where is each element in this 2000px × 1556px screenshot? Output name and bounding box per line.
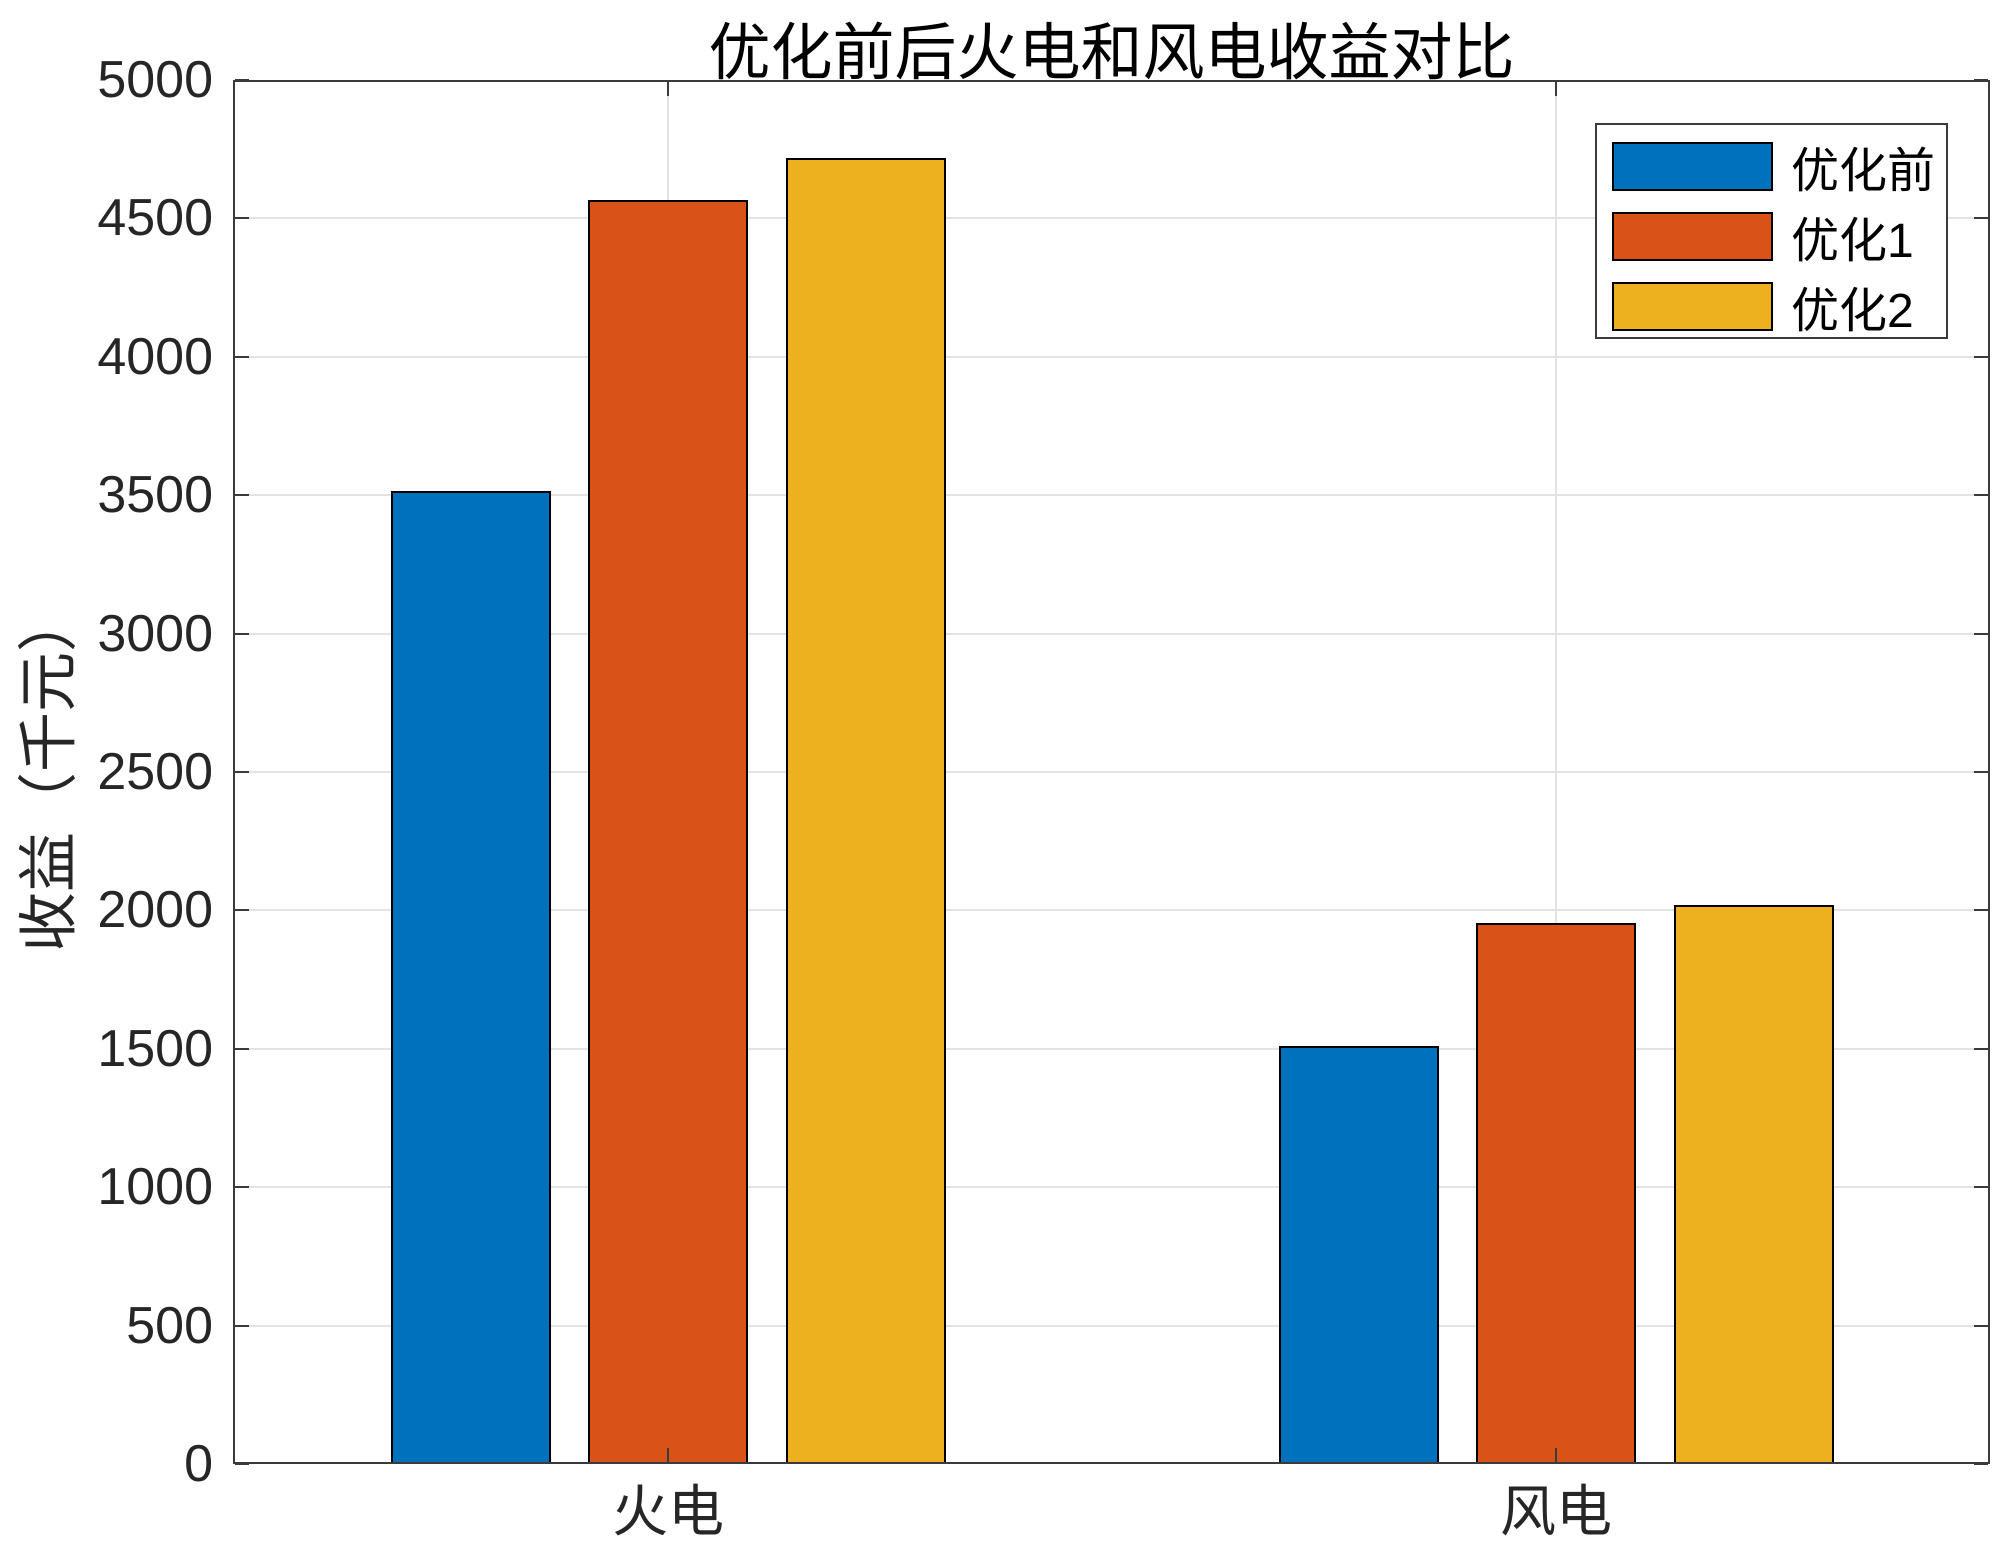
legend-item: 优化1 bbox=[1597, 201, 1946, 271]
bar-风电-优化前 bbox=[1278, 1046, 1439, 1464]
bar-风电-优化1 bbox=[1476, 922, 1636, 1464]
gridline-h bbox=[233, 1047, 1990, 1050]
y-tick-label: 2000 bbox=[97, 881, 213, 940]
y-tick-mark bbox=[235, 909, 249, 912]
legend-label: 优化前 bbox=[1791, 145, 1936, 198]
gridline-h bbox=[233, 217, 1990, 220]
y-tick-mark bbox=[1974, 1324, 1988, 1327]
y-tick-mark bbox=[1974, 494, 1988, 497]
y-tick-mark bbox=[1974, 771, 1988, 773]
y-tick-label: 3500 bbox=[97, 466, 213, 525]
bar-火电-优化1 bbox=[588, 200, 748, 1464]
y-tick-label: 4000 bbox=[97, 327, 213, 386]
y-tick-mark bbox=[235, 1047, 249, 1050]
y-tick-mark bbox=[1974, 355, 1988, 358]
y-tick-mark bbox=[1974, 79, 1988, 81]
y-tick-label: 1000 bbox=[97, 1158, 213, 1217]
y-tick-mark bbox=[1974, 1047, 1988, 1050]
legend-item: 优化前 bbox=[1597, 131, 1946, 201]
y-tick-mark bbox=[1974, 909, 1988, 912]
chart-title: 优化前后火电和风电收益对比 bbox=[708, 19, 1515, 88]
gridline-h bbox=[233, 1186, 1990, 1189]
y-tick-mark bbox=[235, 1324, 249, 1327]
y-tick-label: 1500 bbox=[97, 1019, 213, 1078]
y-tick-mark bbox=[235, 79, 249, 81]
y-tick-mark bbox=[1974, 1463, 1988, 1465]
y-tick-mark bbox=[1974, 632, 1988, 635]
y-tick-mark bbox=[235, 771, 249, 773]
gridline-h bbox=[233, 355, 1990, 358]
bar-风电-优化2 bbox=[1673, 904, 1834, 1464]
x-tick-mark bbox=[1555, 1448, 1557, 1462]
bar-火电-优化前 bbox=[390, 491, 551, 1464]
y-tick-mark bbox=[235, 494, 249, 497]
y-tick-mark bbox=[1974, 217, 1988, 220]
y-tick-mark bbox=[235, 355, 249, 358]
x-tick-label: 火电 bbox=[612, 1480, 724, 1543]
y-tick-mark bbox=[235, 632, 249, 635]
legend-swatch-icon bbox=[1612, 281, 1773, 331]
y-tick-label: 0 bbox=[184, 1435, 213, 1493]
gridline-h bbox=[233, 494, 1990, 497]
legend: 优化前 优化1 优化2 bbox=[1595, 123, 1948, 339]
legend-swatch-icon bbox=[1612, 141, 1773, 191]
y-tick-label: 3000 bbox=[97, 604, 213, 663]
y-tick-label: 500 bbox=[126, 1296, 213, 1355]
legend-label: 优化2 bbox=[1791, 285, 1914, 338]
bar-火电-优化2 bbox=[785, 157, 946, 1464]
x-tick-mark bbox=[667, 82, 669, 96]
y-tick-mark bbox=[1974, 1186, 1988, 1189]
x-tick-mark bbox=[1555, 82, 1557, 96]
x-tick-mark bbox=[667, 1448, 669, 1462]
legend-swatch-icon bbox=[1612, 211, 1773, 261]
y-tick-mark bbox=[235, 1463, 249, 1465]
gridline-h bbox=[233, 771, 1990, 773]
y-tick-mark bbox=[235, 1186, 249, 1189]
legend-label: 优化1 bbox=[1791, 215, 1914, 268]
y-tick-label: 5000 bbox=[97, 51, 213, 109]
y-tick-mark bbox=[235, 217, 249, 220]
gridline-h bbox=[233, 909, 1990, 912]
gridline-h bbox=[233, 632, 1990, 635]
gridline-h bbox=[233, 1324, 1990, 1327]
gridline-v bbox=[1555, 80, 1557, 1464]
y-tick-label: 4500 bbox=[97, 189, 213, 248]
y-tick-label: 2500 bbox=[97, 743, 213, 801]
x-tick-label: 风电 bbox=[1500, 1480, 1612, 1543]
legend-item: 优化2 bbox=[1597, 271, 1946, 341]
